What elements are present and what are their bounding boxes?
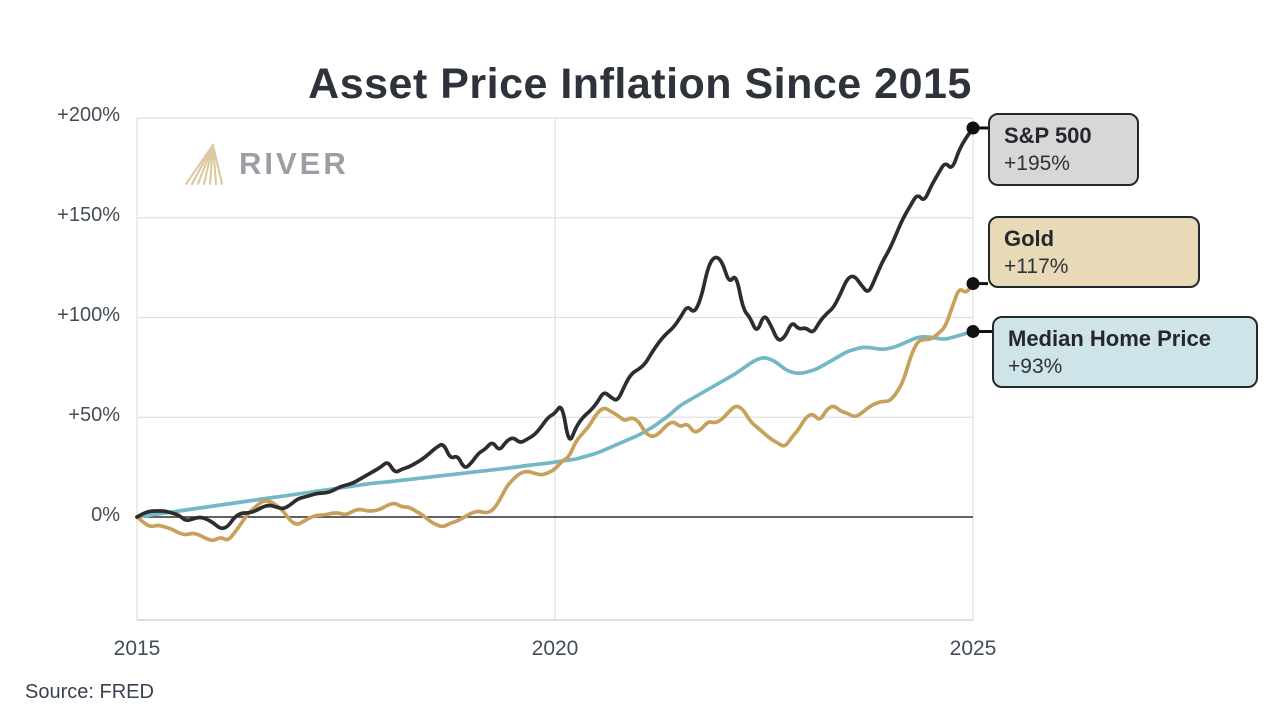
x-axis-label-2015: 2015 bbox=[113, 637, 161, 660]
y-axis-label-150: +150% bbox=[57, 204, 120, 226]
median-home-price-line-end-dot bbox=[966, 324, 980, 338]
legend-sp500-value: +195% bbox=[1004, 152, 1070, 175]
legend-median-home-price-value: +93% bbox=[1008, 355, 1063, 378]
sp500-line-end-dot bbox=[966, 121, 980, 135]
legend-sp500: S&P 500 +195% bbox=[988, 113, 1139, 186]
source-note: Source: FRED bbox=[25, 681, 154, 703]
river-logo-mark-icon bbox=[184, 143, 224, 186]
chart-title: Asset Price Inflation Since 2015 bbox=[308, 59, 972, 108]
sp500-line bbox=[135, 126, 975, 531]
legend-median-home-price: Median Home Price +93% bbox=[992, 316, 1258, 388]
legend-gold-value: +117% bbox=[1004, 255, 1069, 278]
legend-median-home-price-name: Median Home Price bbox=[1008, 326, 1211, 351]
gold-line-end-dot bbox=[966, 277, 980, 291]
river-logo: RIVER bbox=[183, 141, 349, 187]
x-axis-label-2025: 2025 bbox=[949, 637, 997, 660]
y-axis-label-100: +100% bbox=[57, 304, 120, 326]
river-logo-text: RIVER bbox=[239, 146, 349, 181]
legend-gold: Gold +117% bbox=[988, 216, 1200, 288]
y-axis-label-50: +50% bbox=[68, 404, 120, 426]
legend-sp500-name: S&P 500 bbox=[1004, 123, 1092, 148]
median-home-price-line bbox=[135, 329, 975, 519]
y-axis-label-200: +200% bbox=[57, 104, 120, 126]
x-axis-label-2020: 2020 bbox=[531, 637, 579, 660]
y-axis-label-0: 0% bbox=[91, 504, 120, 526]
legend-gold-name: Gold bbox=[1004, 226, 1055, 251]
